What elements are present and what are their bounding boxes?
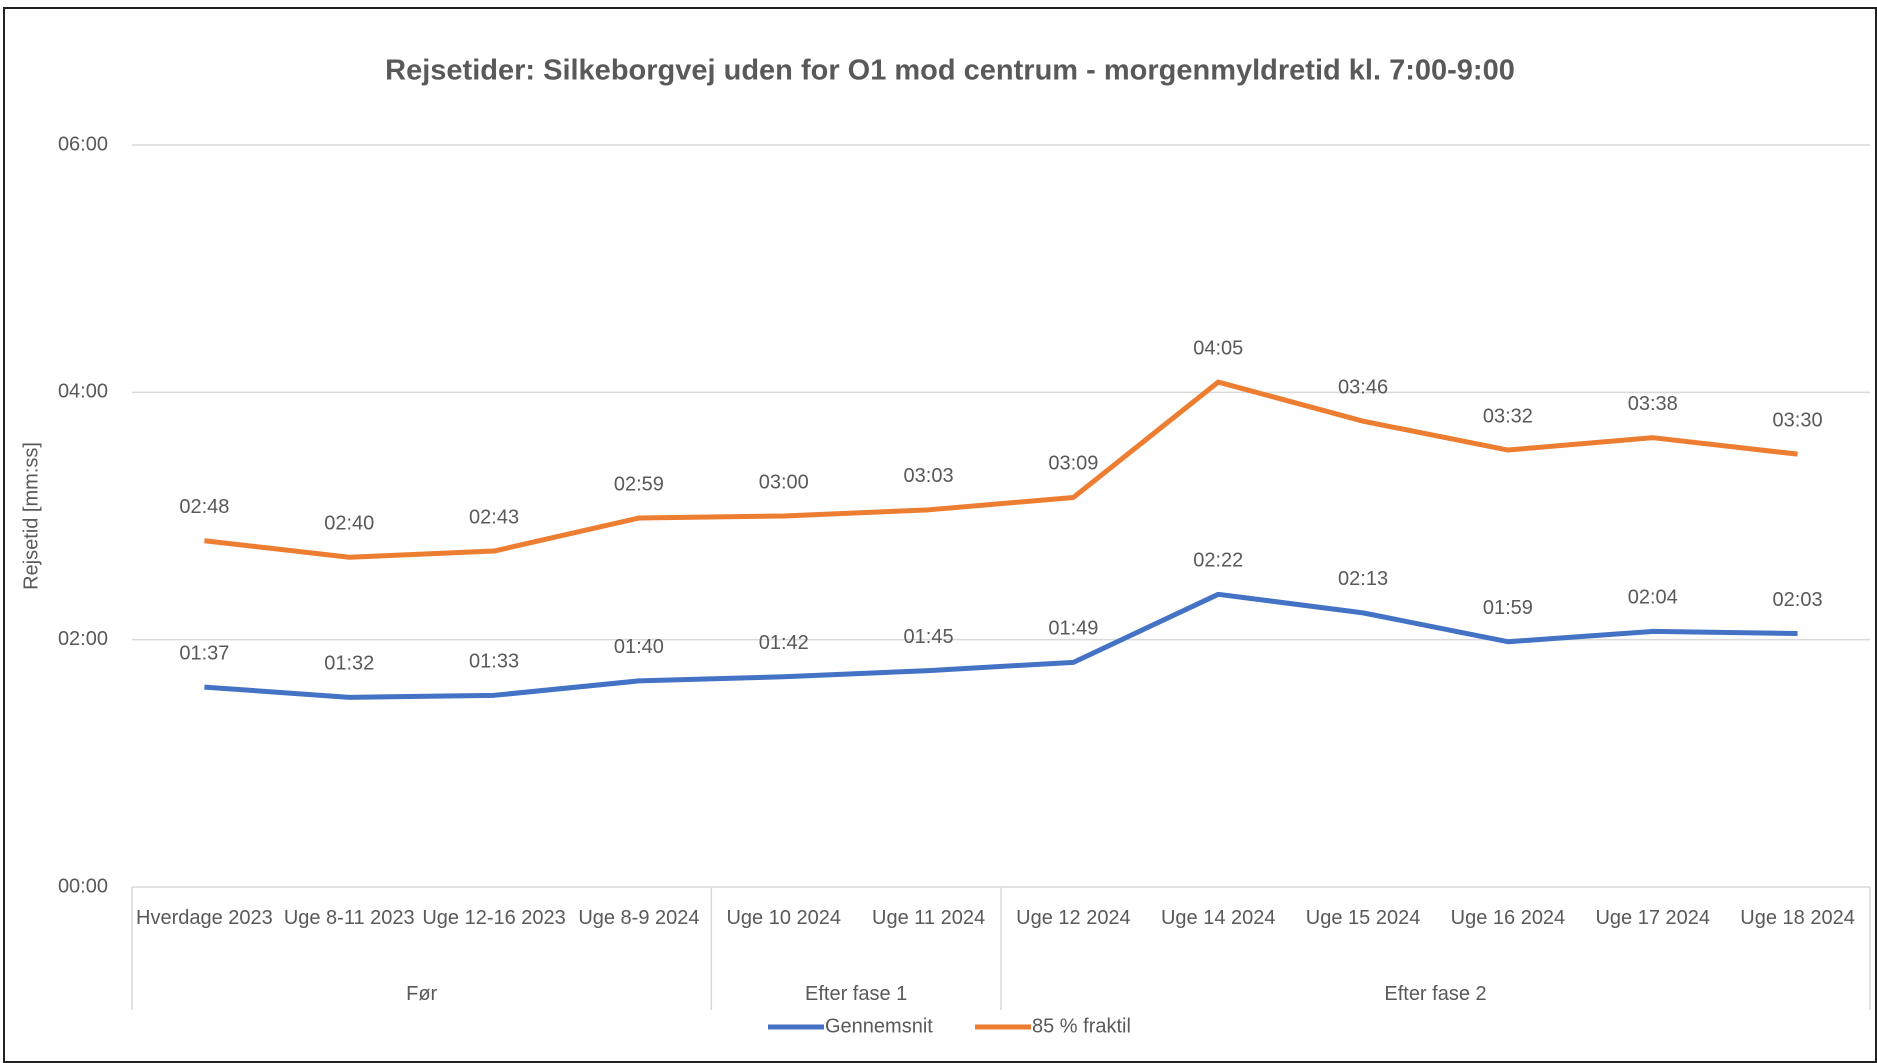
data-label: 01:49 xyxy=(1048,618,1098,640)
data-label: 01:40 xyxy=(614,636,664,658)
y-tick-label: 04:00 xyxy=(58,381,108,403)
y-tick-label: 06:00 xyxy=(58,133,108,155)
x-tick-label: Uge 16 2024 xyxy=(1450,907,1566,929)
legend-label: Gennemsnit xyxy=(825,1015,933,1037)
data-label: 03:09 xyxy=(1048,453,1098,475)
data-label: 03:46 xyxy=(1338,376,1388,398)
data-label: 01:59 xyxy=(1483,597,1533,619)
frame xyxy=(3,7,1877,1063)
x-tick-label: Uge 14 2024 xyxy=(1160,907,1276,929)
x-tick-label: Uge 8-11 2023 xyxy=(283,907,415,929)
x-tick-label: Uge 11 2024 xyxy=(872,907,986,929)
data-label: 01:42 xyxy=(759,632,809,654)
x-tick-label: Hverdage 2023 xyxy=(136,907,273,929)
data-label: 02:13 xyxy=(1338,568,1388,590)
group-label: Før xyxy=(406,983,438,1005)
series-line xyxy=(204,591,1798,700)
data-label: 02:04 xyxy=(1628,587,1678,609)
data-label: 01:32 xyxy=(324,653,374,675)
x-tick-label: Uge 15 2024 xyxy=(1305,907,1421,929)
data-label: 02:59 xyxy=(614,473,664,495)
x-tick-label: Uge 10 2024 xyxy=(726,907,842,929)
legend-label: 85 % fraktil xyxy=(1032,1015,1131,1037)
group-label: Efter fase 2 xyxy=(1384,983,1487,1005)
data-label: 01:37 xyxy=(179,642,229,664)
data-label: 02:03 xyxy=(1773,589,1823,611)
data-label: 03:32 xyxy=(1483,405,1533,427)
data-label: 03:38 xyxy=(1628,393,1678,415)
series-line xyxy=(204,379,1798,560)
data-label: 01:33 xyxy=(469,651,519,673)
chart-title: Rejsetider: Silkeborgvej uden for O1 mod… xyxy=(385,55,1515,87)
x-tick-label: Uge 12-16 2023 xyxy=(422,907,566,929)
data-label: 02:40 xyxy=(324,513,374,535)
data-label: 02:48 xyxy=(179,496,229,518)
x-tick-label: Uge 17 2024 xyxy=(1595,907,1711,929)
data-label: 01:45 xyxy=(904,626,954,648)
data-label: 03:30 xyxy=(1773,409,1823,431)
x-tick-label: Uge 8-9 2024 xyxy=(578,907,700,929)
y-tick-label: 02:00 xyxy=(58,628,108,650)
data-label: 02:43 xyxy=(469,506,519,528)
x-tick-label: Uge 12 2024 xyxy=(1016,907,1131,929)
group-label: Efter fase 1 xyxy=(805,983,908,1005)
data-label: 03:03 xyxy=(904,465,954,487)
y-tick-label: 00:00 xyxy=(58,875,108,897)
y-axis-title: Rejsetid [mm:ss] xyxy=(20,442,42,590)
data-label: 02:22 xyxy=(1193,550,1243,572)
data-label: 04:05 xyxy=(1193,337,1243,359)
data-label: 03:00 xyxy=(759,471,809,493)
x-tick-label: Uge 18 2024 xyxy=(1740,907,1855,929)
